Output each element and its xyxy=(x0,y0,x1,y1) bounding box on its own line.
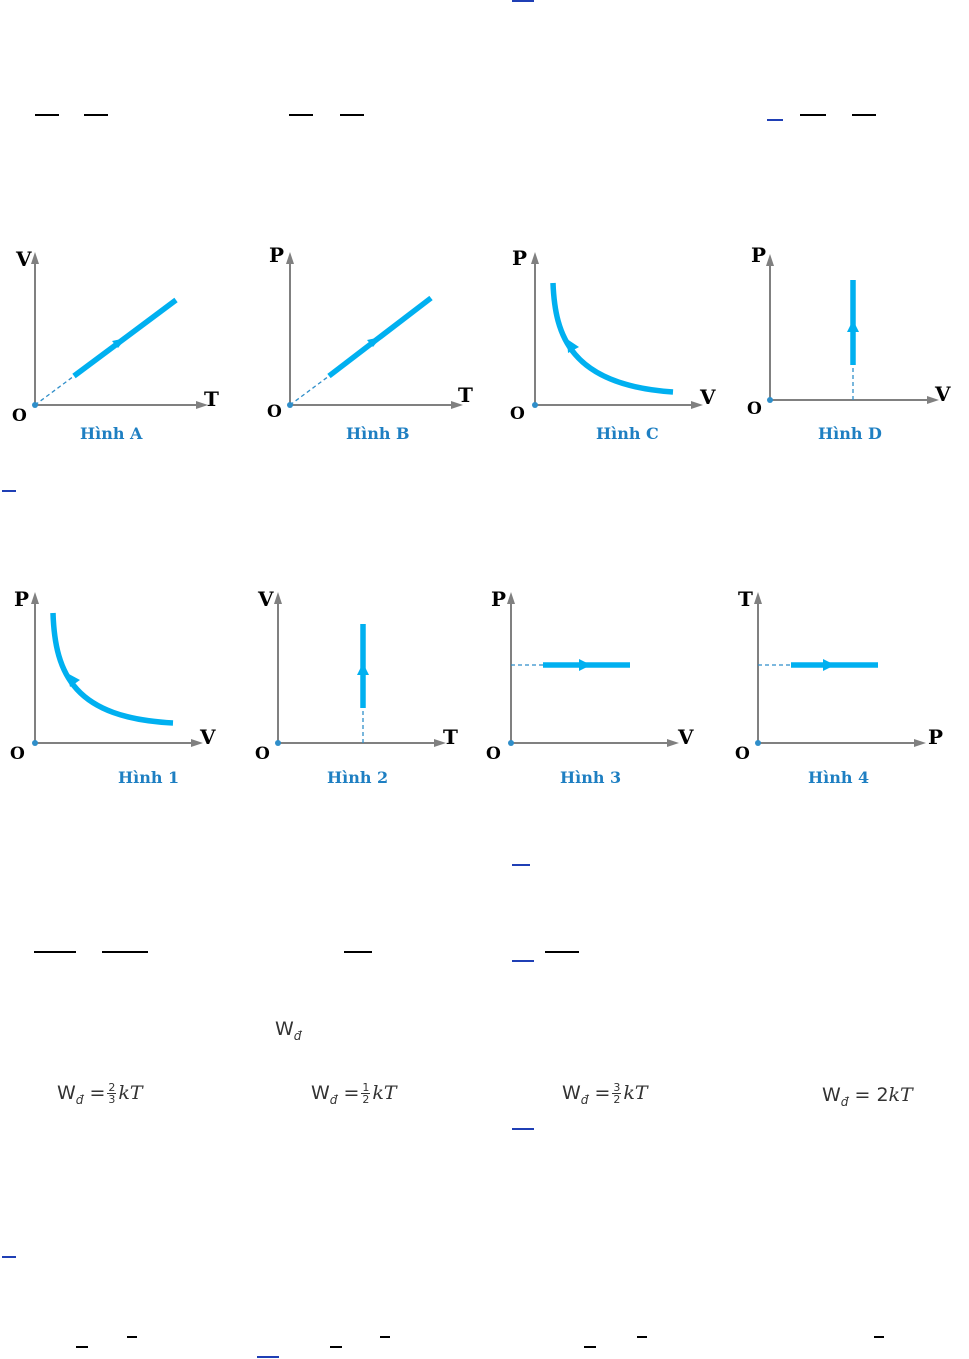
x-axis-label: P xyxy=(928,725,943,749)
link-mark[interactable] xyxy=(512,0,534,2)
figure-1: P V O Hình 1 xyxy=(10,587,216,787)
origin-label: O xyxy=(267,402,282,422)
link-mark[interactable] xyxy=(512,1128,534,1130)
origin-label: O xyxy=(12,406,27,426)
figure-c: P V O Hình C xyxy=(510,246,716,443)
figure-caption: Hình D xyxy=(818,424,882,443)
fraction-bar xyxy=(852,114,876,116)
fraction-bar xyxy=(84,114,108,116)
figure-caption: Hình A xyxy=(80,424,143,443)
energy-symbol: Wđ xyxy=(275,1018,302,1043)
origin-label: O xyxy=(486,744,501,764)
y-axis-label: P xyxy=(512,246,527,270)
fraction-bar xyxy=(34,951,76,953)
fraction-bar xyxy=(102,951,148,953)
fraction-bar xyxy=(289,114,313,116)
vector-bar xyxy=(76,1346,88,1348)
vector-bar xyxy=(330,1346,342,1348)
figure-caption: Hình B xyxy=(346,424,410,443)
origin-label: O xyxy=(10,744,25,764)
fraction-bar xyxy=(545,951,579,953)
fraction-bar xyxy=(800,114,826,116)
figure-2: V T O Hình 2 xyxy=(255,587,458,787)
figure-b: P T O Hình B xyxy=(267,243,473,443)
fraction-bar xyxy=(344,951,372,953)
vector-bar xyxy=(584,1346,596,1348)
y-axis-label: P xyxy=(269,243,284,267)
figure-a: V T O Hình A xyxy=(12,247,219,443)
link-mark[interactable] xyxy=(512,864,530,866)
option-c-formula: Wđ = 3 2 kT xyxy=(562,1081,648,1107)
vector-bar xyxy=(380,1336,390,1338)
figure-caption: Hình 3 xyxy=(560,768,621,787)
x-axis-label: T xyxy=(204,387,219,411)
link-mark[interactable] xyxy=(257,1356,279,1358)
link-mark[interactable] xyxy=(2,1256,16,1258)
figure-caption: Hình 2 xyxy=(327,768,388,787)
y-axis-label: V xyxy=(257,587,274,611)
y-axis-label: V xyxy=(15,247,32,271)
figure-d: P V O Hình D xyxy=(747,243,951,443)
option-b-formula: Wđ = 1 2 kT xyxy=(311,1081,397,1107)
figure-caption: Hình C xyxy=(596,424,659,443)
x-axis-label: V xyxy=(677,725,694,749)
x-axis-label: V xyxy=(699,385,716,409)
option-d-formula: Wđ = 2kT xyxy=(822,1084,913,1109)
vector-bar xyxy=(127,1336,137,1338)
figure-3: P V O Hình 3 xyxy=(486,587,694,787)
figure-caption: Hình 4 xyxy=(808,768,869,787)
y-axis-label: P xyxy=(14,587,29,611)
y-axis-label: P xyxy=(491,587,506,611)
link-mark[interactable] xyxy=(2,490,16,492)
origin-label: O xyxy=(510,404,525,424)
link-mark[interactable] xyxy=(767,119,783,121)
x-axis-label: T xyxy=(458,383,473,407)
origin-label: O xyxy=(735,744,750,764)
origin-label: O xyxy=(747,399,762,419)
fraction-bar xyxy=(340,114,364,116)
x-axis-label: V xyxy=(934,382,951,406)
figure-4: T P O Hình 4 xyxy=(735,587,943,787)
origin-label: O xyxy=(255,744,270,764)
link-mark[interactable] xyxy=(512,960,534,962)
figure-caption: Hình 1 xyxy=(118,768,179,787)
x-axis-label: V xyxy=(199,725,216,749)
y-axis-label: T xyxy=(738,587,753,611)
fraction-bar xyxy=(35,114,59,116)
vector-bar xyxy=(637,1336,647,1338)
y-axis-label: P xyxy=(751,243,766,267)
option-a-formula: Wđ = 2 3 kT xyxy=(57,1081,143,1107)
x-axis-label: T xyxy=(443,725,458,749)
vector-bar xyxy=(874,1336,884,1338)
